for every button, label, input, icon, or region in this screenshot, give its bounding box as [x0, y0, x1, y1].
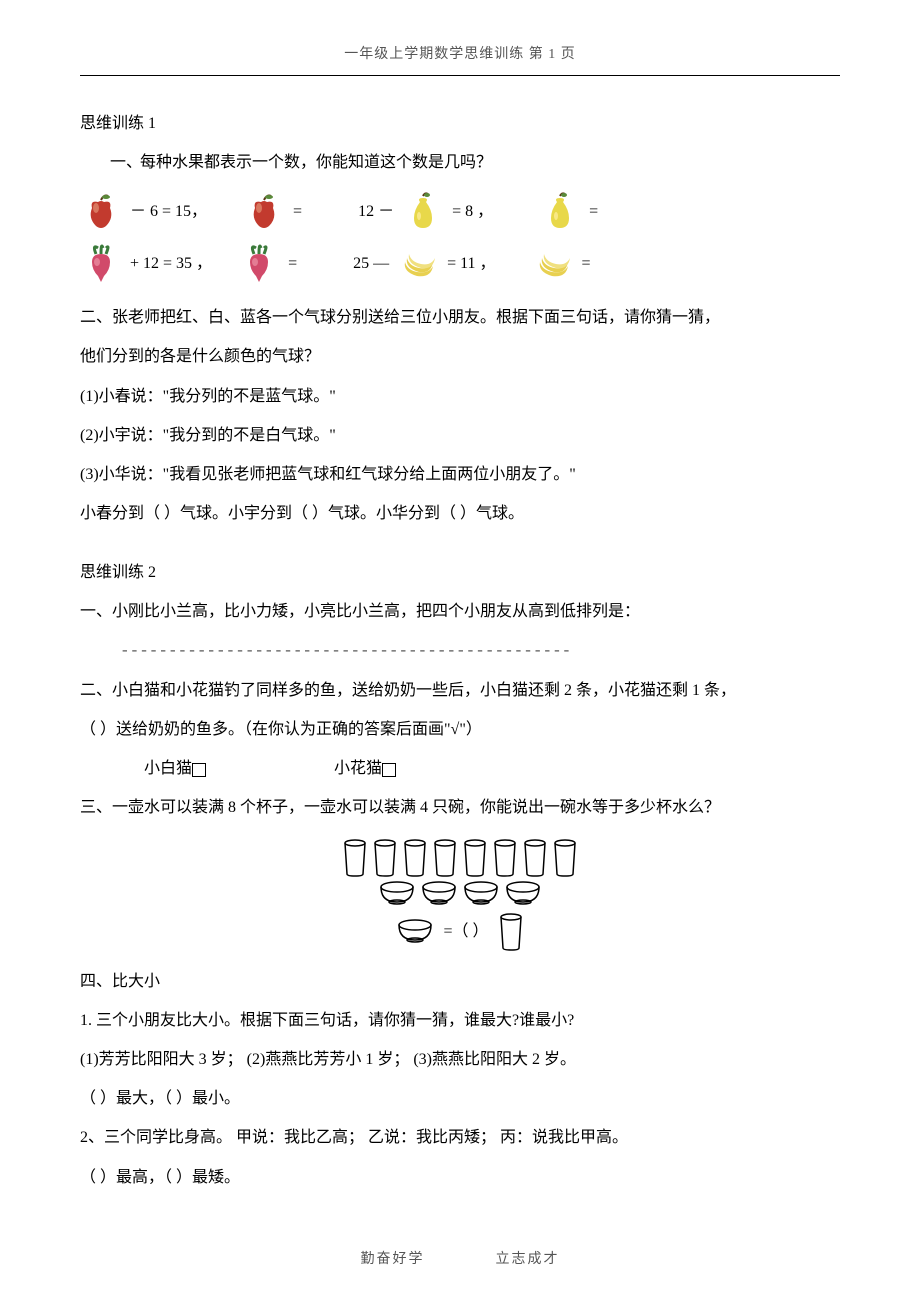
eq-text: = — [293, 194, 302, 229]
s2-q4-p1-l2: (1)芳芳比阳阳大 3 岁； (2)燕燕比芳芳小 1 岁； (3)燕燕比阳阳大 … — [80, 1042, 840, 1077]
eq-text: = — [288, 246, 297, 281]
cup-icon — [491, 838, 519, 878]
cups-bowls-diagram: =（ ） — [80, 838, 840, 952]
s1-q2-l4: (2)小宇说："我分到的不是白气球。" — [80, 418, 840, 453]
option-a-label: 小白猫 — [144, 760, 192, 777]
bowl-icon — [503, 880, 543, 908]
banana-icon — [532, 242, 574, 284]
radish-icon — [80, 242, 122, 284]
s2-q4-p1-l3: （ ）最大，（ ）最小。 — [80, 1081, 840, 1116]
apple-icon — [243, 190, 285, 232]
checkbox-a[interactable] — [192, 763, 206, 777]
section1-title: 思维训练 1 — [80, 106, 840, 141]
eq-text: － 6 = 15， — [130, 194, 207, 229]
footer-left: 勤奋好学 — [361, 1252, 425, 1267]
cup-icon — [431, 838, 459, 878]
s2-q4-p2-l1: 2、三个同学比身高。 甲说：我比乙高； 乙说：我比丙矮； 丙：说我比甲高。 — [80, 1120, 840, 1155]
checkbox-b[interactable] — [382, 763, 396, 777]
s1-q2-l2: 他们分到的各是什么颜色的气球？ — [80, 339, 840, 374]
banana-icon — [397, 242, 439, 284]
s1-q1-row1: － 6 = 15， = 12 － = 8 ， = — [80, 190, 840, 232]
eq-text: =（ ） — [443, 914, 488, 949]
s1-q2-l5: (3)小华说："我看见张老师把蓝气球和红气球分给上面两位小朋友了。" — [80, 457, 840, 492]
fill-blank-line: ----------------------------------------… — [120, 634, 840, 669]
page-content: 一年级上学期数学思维训练 第 1 页 思维训练 1 一、 每种水果都表示一个数，… — [0, 40, 920, 1276]
cup-icon — [371, 838, 399, 878]
cup-icon — [551, 838, 579, 878]
page-header: 一年级上学期数学思维训练 第 1 页 — [80, 40, 840, 76]
bowl-row — [80, 880, 840, 908]
s2-q2-l1: 二、小白猫和小花猫钓了同样多的鱼，送给奶奶一些后，小白猫还剩 2 条，小花猫还剩… — [80, 673, 840, 708]
s1-q1-prompt: 每种水果都表示一个数，你能知道这个数是几吗？ — [140, 145, 840, 180]
apple-icon — [80, 190, 122, 232]
cup-icon — [497, 912, 525, 952]
s2-q2-l2: （ ）送给奶奶的鱼多。（在你认为正确的答案后面画"√"） — [80, 712, 840, 747]
s2-q4-p2-l2: （ ）最高，（ ）最矮。 — [80, 1160, 840, 1195]
radish-icon — [238, 242, 280, 284]
s1-q1-row2: + 12 = 35 ， = 25 — = 11 ， = — [80, 242, 840, 284]
eq-text: = — [589, 194, 598, 229]
bowl-cup-equation: =（ ） — [80, 912, 840, 952]
eq-text: 25 — — [353, 246, 389, 281]
s2-q1: 一、小刚比小兰高，比小力矮，小亮比小兰高，把四个小朋友从高到低排列是： — [80, 594, 840, 629]
outer-numbering: 一、 — [110, 145, 142, 180]
s1-q2-l3: (1)小春说："我分列的不是蓝气球。" — [80, 379, 840, 414]
section2-title: 思维训练 2 — [80, 555, 840, 590]
s1-q2-l1: 二、张老师把红、白、蓝各一个气球分别送给三位小朋友。根据下面三句话，请你猜一猜， — [80, 300, 840, 335]
option-b-label: 小花猫 — [334, 760, 382, 777]
s2-q4-p1-l1: 1. 三个小朋友比大小。根据下面三句话，请你猜一猜，谁最大?谁最小? — [80, 1003, 840, 1038]
eq-text: = 8 ， — [452, 194, 493, 229]
cup-icon — [341, 838, 369, 878]
bowl-icon — [377, 880, 417, 908]
pear-icon — [539, 190, 581, 232]
bowl-icon — [419, 880, 459, 908]
bowl-icon — [395, 918, 435, 946]
eq-text: = — [582, 246, 591, 281]
cup-icon — [461, 838, 489, 878]
eq-text: 12 － — [358, 194, 394, 229]
footer-right: 立志成才 — [496, 1252, 560, 1267]
s2-q2-options: 小白猫 小花猫 — [80, 751, 840, 786]
page-footer: 勤奋好学 立志成才 — [80, 1245, 840, 1276]
s2-q3-prompt: 三、一壶水可以装满 8 个杯子，一壶水可以装满 4 只碗，你能说出一碗水等于多少… — [80, 790, 840, 825]
cup-icon — [521, 838, 549, 878]
cup-icon — [401, 838, 429, 878]
bowl-icon — [461, 880, 501, 908]
s2-q4-title: 四、比大小 — [80, 964, 840, 999]
pear-icon — [402, 190, 444, 232]
eq-text: = 11 ， — [447, 246, 495, 281]
s1-q2-l6: 小春分到（ ）气球。小宇分到（ ）气球。小华分到（ ）气球。 — [80, 496, 840, 531]
eq-text: + 12 = 35 ， — [130, 246, 212, 281]
cup-row — [80, 838, 840, 878]
